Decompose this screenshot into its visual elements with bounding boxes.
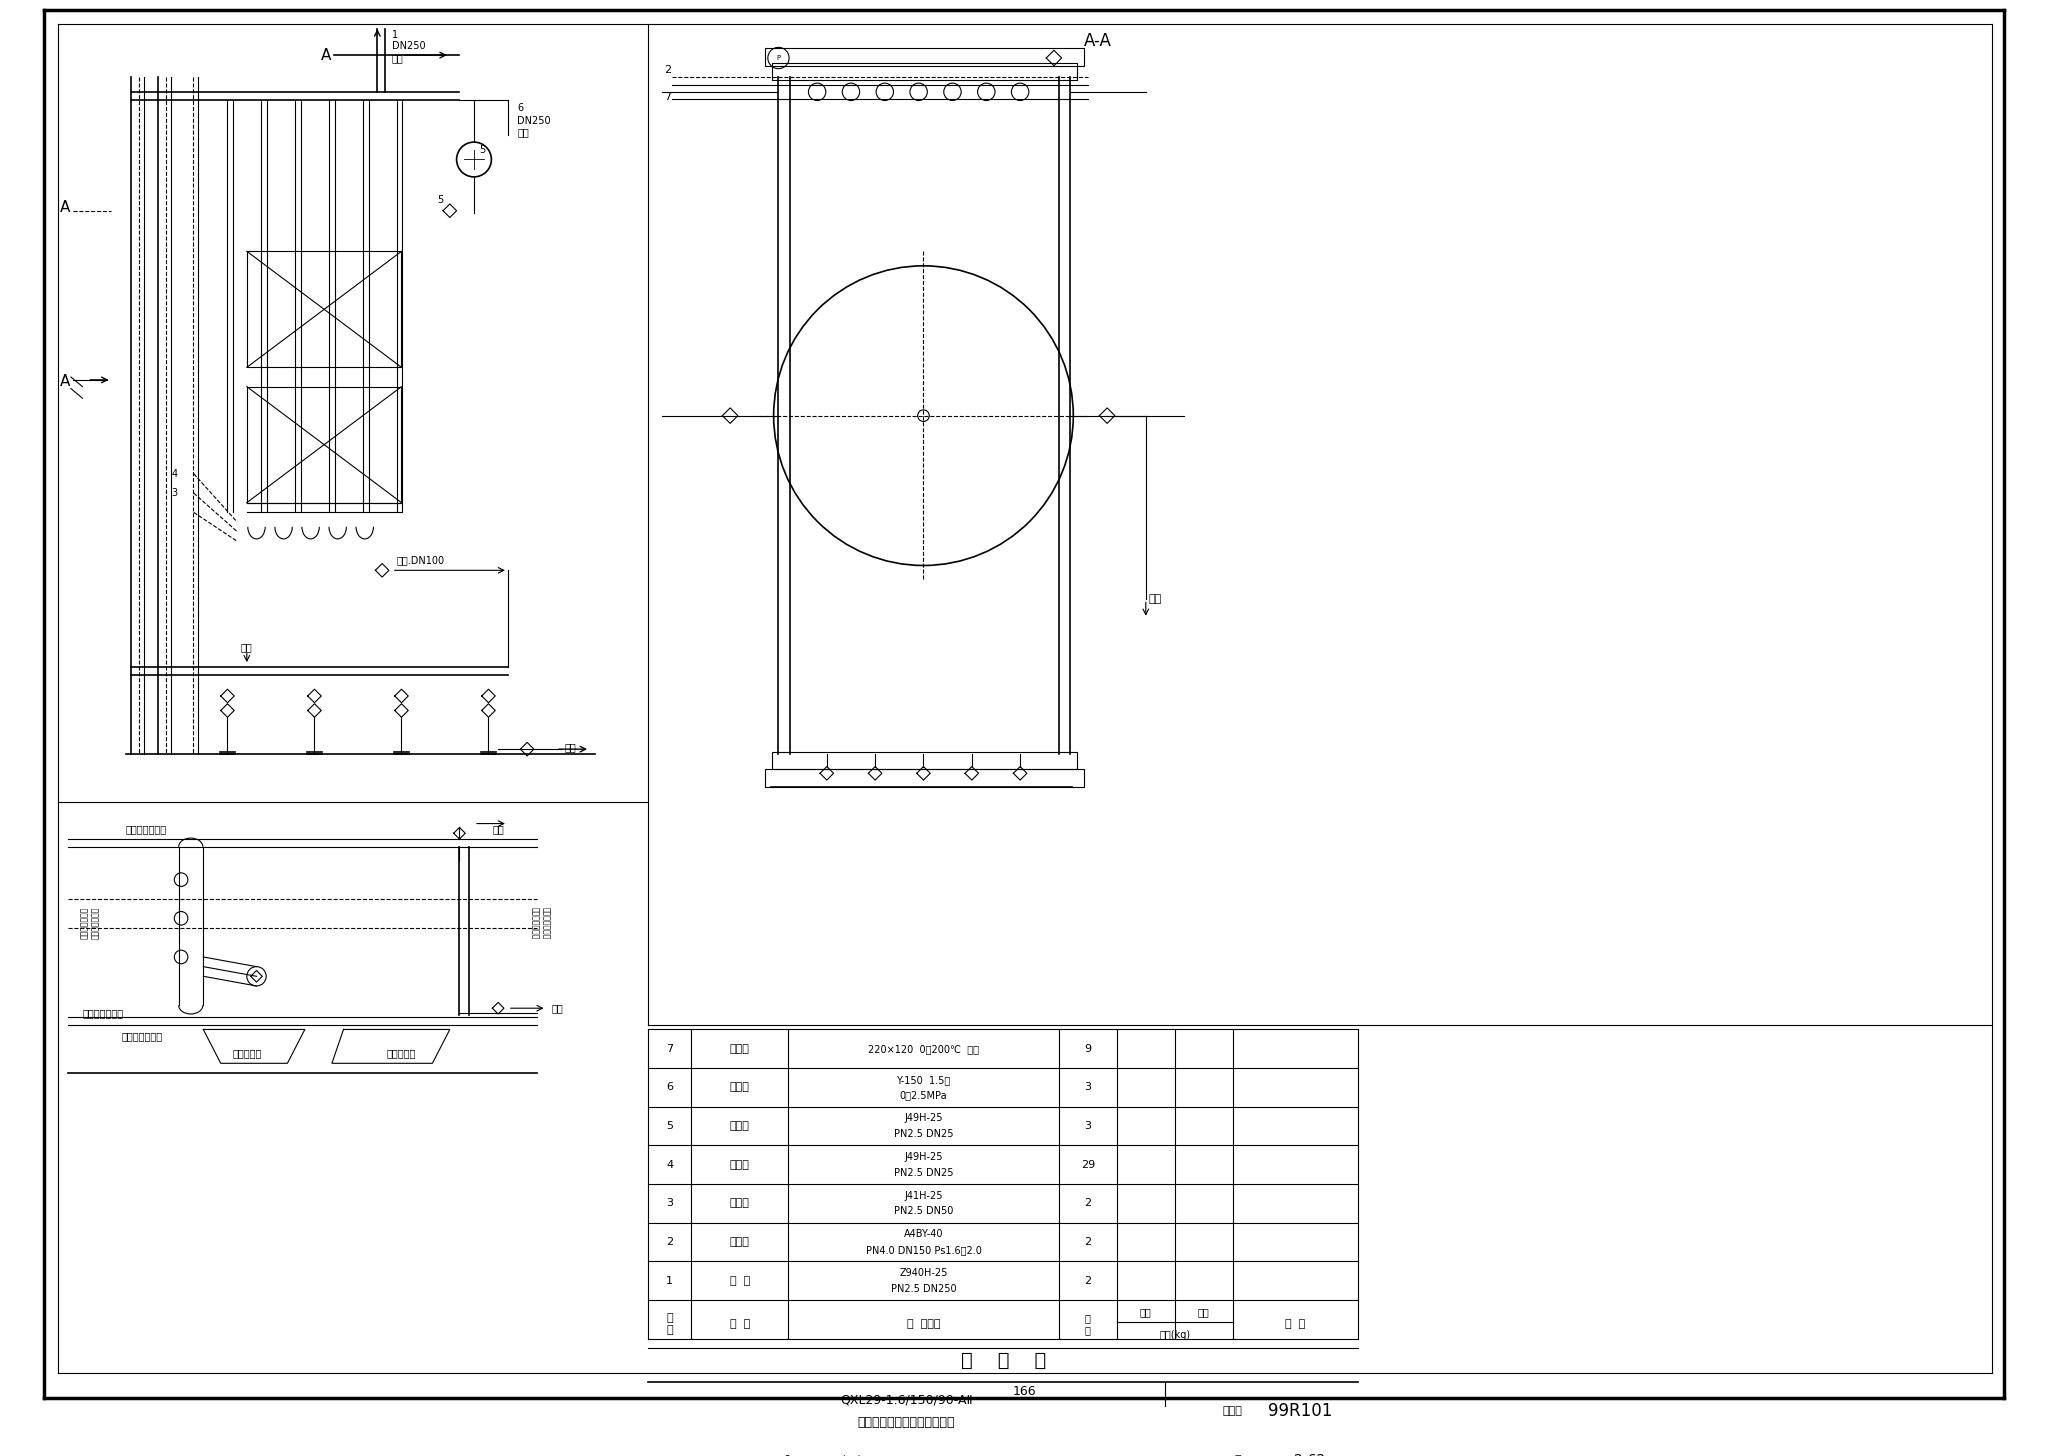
- Text: 侧水冷壁下集箱: 侧水冷壁下集箱: [82, 1008, 123, 1018]
- Text: 辐射水冷壁集箱: 辐射水冷壁集箱: [530, 907, 539, 939]
- Text: 图集号: 图集号: [1223, 1406, 1243, 1417]
- Text: 备  注: 备 注: [1286, 1319, 1307, 1329]
- Text: PN2.5 DN25: PN2.5 DN25: [893, 1168, 952, 1178]
- Text: 0～2.5MPa: 0～2.5MPa: [899, 1091, 948, 1101]
- Text: 4: 4: [666, 1160, 674, 1169]
- Text: 辐射水冷壁集箱: 辐射水冷壁集箱: [90, 907, 100, 939]
- Text: 99R101: 99R101: [1268, 1402, 1333, 1420]
- Text: 对流下集箱: 对流下集箱: [387, 1048, 416, 1059]
- Text: 高温热水锅炉管道阀门仪表图: 高温热水锅炉管道阀门仪表图: [858, 1417, 954, 1430]
- Text: PN4.0 DN150 Ps1.6～2.0: PN4.0 DN150 Ps1.6～2.0: [866, 1245, 981, 1255]
- Text: 对流上集箱: 对流上集箱: [231, 1048, 262, 1059]
- Text: 3: 3: [1083, 1082, 1092, 1092]
- Text: 总计: 总计: [1198, 1307, 1210, 1318]
- Text: 5: 5: [479, 144, 485, 154]
- Text: 3: 3: [172, 488, 178, 498]
- Text: 单件: 单件: [1141, 1307, 1151, 1318]
- Text: 1: 1: [666, 1275, 674, 1286]
- Text: 6: 6: [518, 103, 524, 114]
- Bar: [772, 63, 1077, 80]
- Text: 压力表: 压力表: [729, 1082, 750, 1092]
- Text: DN250: DN250: [518, 116, 551, 125]
- Text: PN2.5 DN250: PN2.5 DN250: [891, 1284, 956, 1293]
- Text: 1: 1: [391, 29, 397, 39]
- Text: 2-62: 2-62: [1294, 1453, 1325, 1456]
- Text: 放气: 放气: [1149, 594, 1161, 604]
- Text: 进水: 进水: [518, 128, 528, 137]
- Text: 9: 9: [1083, 1044, 1092, 1054]
- Bar: [248, 252, 401, 367]
- Text: 闸  阀: 闸 阀: [729, 1275, 750, 1286]
- Text: 4: 4: [172, 469, 178, 479]
- Text: 7: 7: [666, 1044, 674, 1054]
- Text: P: P: [776, 55, 780, 61]
- Text: 放水: 放水: [565, 743, 578, 753]
- Text: PN2.5 DN50: PN2.5 DN50: [893, 1206, 952, 1216]
- Text: 数: 数: [1085, 1313, 1092, 1324]
- Text: Z940H-25: Z940H-25: [899, 1268, 948, 1278]
- Text: 截止阀: 截止阀: [729, 1160, 750, 1169]
- Text: 三通阀: 三通阀: [729, 1121, 750, 1131]
- Text: 2: 2: [664, 64, 672, 74]
- Text: 5: 5: [436, 195, 442, 205]
- Text: Y-150  1.5级: Y-150 1.5级: [897, 1075, 950, 1085]
- Text: PN2.5 DN25: PN2.5 DN25: [893, 1128, 952, 1139]
- Bar: [766, 769, 1083, 786]
- Bar: [248, 387, 401, 502]
- Text: 明    细    表: 明 细 表: [961, 1351, 1047, 1370]
- Text: 7: 7: [664, 92, 672, 102]
- Text: 规  格型号: 规 格型号: [907, 1319, 940, 1329]
- Text: 220×120  0～200℃  直型: 220×120 0～200℃ 直型: [868, 1044, 979, 1054]
- Text: 补水.DN100: 补水.DN100: [397, 556, 444, 565]
- Text: A: A: [59, 201, 70, 215]
- Text: 2: 2: [1083, 1198, 1092, 1208]
- Text: 166: 166: [1012, 1386, 1036, 1398]
- Text: 3: 3: [666, 1198, 674, 1208]
- Text: 名  称: 名 称: [729, 1319, 750, 1329]
- Text: A: A: [59, 374, 70, 389]
- Text: 2: 2: [666, 1238, 674, 1248]
- Text: A-A: A-A: [1083, 32, 1112, 50]
- Text: 放气: 放气: [242, 642, 252, 652]
- Text: 温度计: 温度计: [729, 1044, 750, 1054]
- Text: 6: 6: [666, 1082, 674, 1092]
- Text: J49H-25: J49H-25: [905, 1152, 942, 1162]
- Text: J41H-25: J41H-25: [905, 1191, 942, 1201]
- Text: 截止阀: 截止阀: [729, 1198, 750, 1208]
- Text: 重量(kg): 重量(kg): [1159, 1329, 1190, 1340]
- Text: DN250: DN250: [391, 41, 426, 51]
- Text: 2: 2: [1083, 1238, 1092, 1248]
- Text: 安全阀: 安全阀: [729, 1238, 750, 1248]
- Text: 5: 5: [666, 1121, 674, 1131]
- Text: A4BY-40: A4BY-40: [903, 1229, 944, 1239]
- Text: 29: 29: [1081, 1160, 1096, 1169]
- Text: 出水: 出水: [391, 52, 403, 63]
- Text: 量: 量: [1085, 1325, 1092, 1335]
- Bar: [766, 48, 1083, 66]
- Bar: [772, 753, 1077, 769]
- Text: 放水: 放水: [492, 824, 504, 834]
- Text: 放水: 放水: [551, 1003, 563, 1013]
- Text: J49H-25: J49H-25: [905, 1114, 942, 1124]
- Text: A: A: [322, 48, 332, 63]
- Text: 侧水冷壁上集箱: 侧水冷壁上集箱: [127, 824, 168, 834]
- Text: 序
号: 序 号: [666, 1313, 674, 1335]
- Text: 2: 2: [1083, 1275, 1092, 1286]
- Text: 侧水冷壁上集箱: 侧水冷壁上集箱: [121, 1031, 162, 1041]
- Text: QXL29-1.6/150/90-AⅡ: QXL29-1.6/150/90-AⅡ: [840, 1393, 973, 1406]
- Text: 温水锅炉壁集箱: 温水锅炉壁集箱: [541, 907, 551, 939]
- Text: 3: 3: [1083, 1121, 1092, 1131]
- Text: 温水锅炉壁集箱: 温水锅炉壁集箱: [80, 907, 88, 939]
